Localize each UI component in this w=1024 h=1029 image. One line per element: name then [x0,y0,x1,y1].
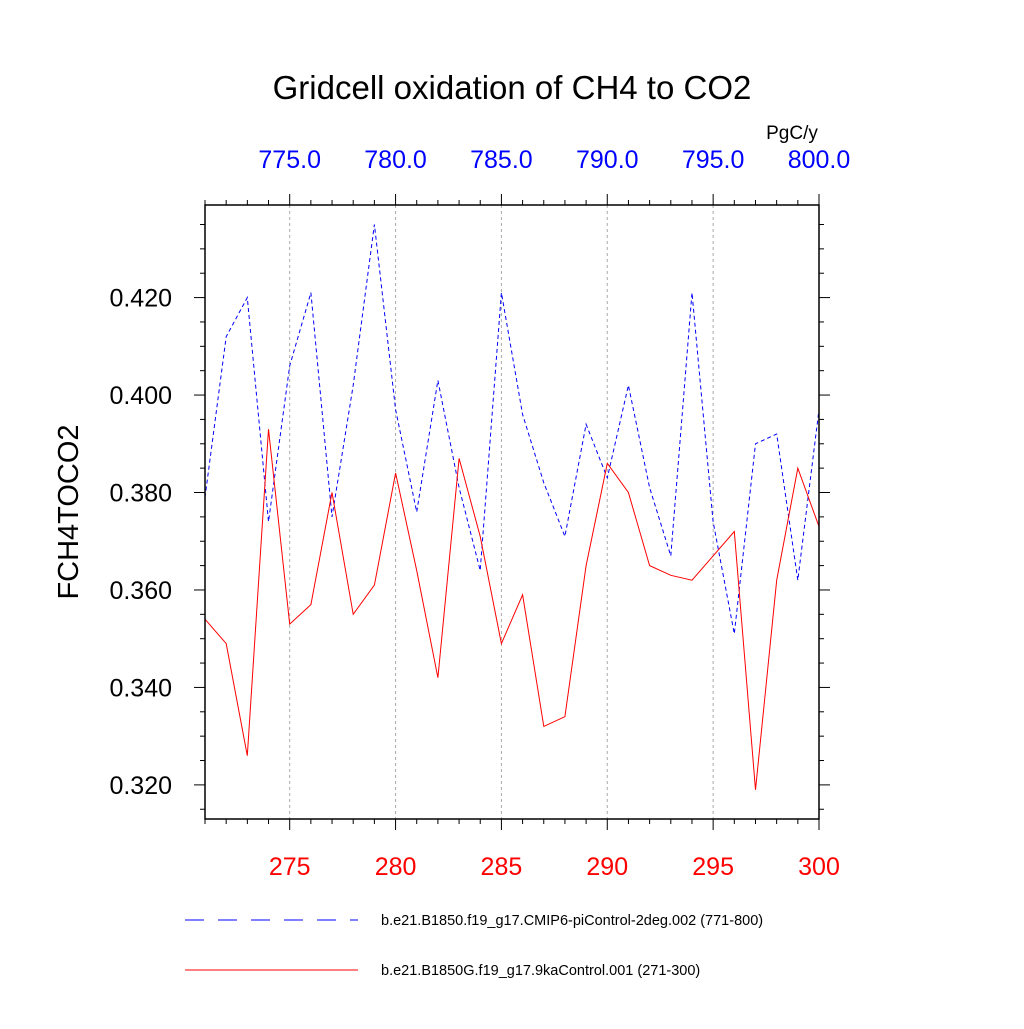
plot-frame [204,204,820,820]
series-line-blue [204,224,820,634]
y-tick-label: 0.380 [109,480,172,508]
x-top-tick-label: 780.0 [364,146,427,174]
y-tick-label: 0.360 [109,577,172,605]
x-bottom-tick-label: 295 [692,853,734,881]
y-axis-label: FCH4TOCO2 [53,424,85,599]
units-label: PgC/y [766,123,818,144]
x-top-tick-label: 795.0 [682,146,745,174]
legend: b.e21.B1850.f19_g17.CMIP6-piControl-2deg… [185,913,763,979]
series-layer [204,224,820,790]
grid-layer [289,205,714,819]
y-tick-label: 0.420 [109,285,172,313]
y-tick-label: 0.340 [109,674,172,702]
x-top-tick-label: 785.0 [470,146,533,174]
x-top-tick-label: 775.0 [258,146,321,174]
x-bottom-tick-label: 300 [798,853,840,881]
legend-label-blue: b.e21.B1850.f19_g17.CMIP6-piControl-2deg… [381,913,763,929]
x-top-tick-label: 800.0 [788,146,851,174]
x-bottom-tick-label: 275 [269,853,311,881]
x-bottom-tick-label: 280 [375,853,417,881]
x-top-tick-label: 790.0 [576,146,639,174]
chart-title: Gridcell oxidation of CH4 to CO2 [273,69,752,106]
y-tick-label: 0.400 [109,382,172,410]
legend-label-red: b.e21.B1850G.f19_g17.9kaControl.001 (271… [381,963,700,979]
series-line-red [204,429,820,790]
y-tick-label: 0.320 [109,772,172,800]
x-bottom-tick-label: 290 [586,853,628,881]
x-bottom-tick-label: 285 [481,853,523,881]
axis-layer: 275 280 285 290 295 300 775.0 780.0 785.0 790.0 79… [109,146,850,881]
